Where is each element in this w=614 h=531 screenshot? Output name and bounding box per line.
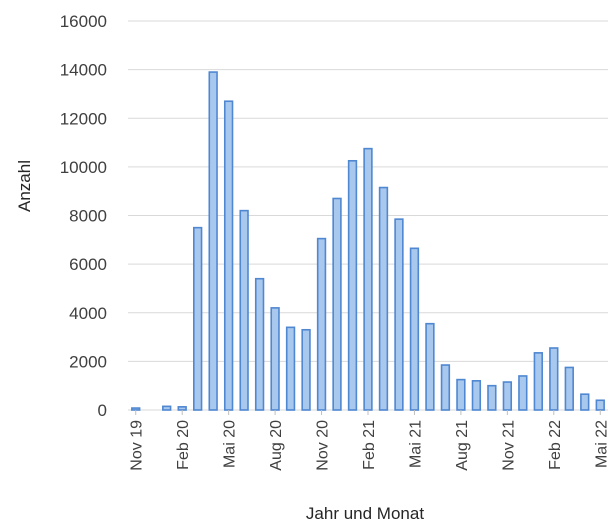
bar xyxy=(177,406,187,411)
bar xyxy=(363,147,373,411)
x-tick-label: Nov 19 xyxy=(129,420,146,471)
bar xyxy=(394,218,404,411)
bar xyxy=(193,226,203,411)
y-tick-label: 0 xyxy=(98,401,107,420)
bar xyxy=(131,407,141,411)
bar xyxy=(595,399,605,411)
x-tick-label: Feb 20 xyxy=(175,420,192,470)
bar xyxy=(425,322,435,411)
y-tick-label: 4000 xyxy=(69,304,107,323)
y-tick-label: 6000 xyxy=(69,255,107,274)
y-tick-label: 2000 xyxy=(69,352,107,371)
bar xyxy=(223,100,234,411)
x-tick-label: Feb 22 xyxy=(547,420,564,470)
bar xyxy=(440,364,451,411)
y-tick-label: 12000 xyxy=(60,109,107,128)
bar xyxy=(580,393,590,411)
bar xyxy=(332,197,342,411)
bar xyxy=(254,277,265,411)
bar xyxy=(316,237,327,411)
bar xyxy=(239,209,249,411)
x-tick-label: Aug 21 xyxy=(454,420,471,471)
bar xyxy=(285,326,296,411)
x-tick-label: Nov 21 xyxy=(500,420,517,471)
bar xyxy=(533,352,543,411)
bar xyxy=(502,381,513,411)
bar xyxy=(409,247,420,411)
bar xyxy=(270,307,280,411)
x-tick-label: Feb 21 xyxy=(361,420,378,470)
y-axis-tick-labels: 0 2000 4000 6000 8000 10000 12000 14000 16000 xyxy=(60,12,107,420)
bar xyxy=(378,186,389,411)
bar xyxy=(471,380,482,411)
bar xyxy=(564,366,574,411)
y-tick-label: 14000 xyxy=(60,61,107,80)
x-tick-label: Aug 20 xyxy=(268,420,285,471)
x-tick-label: Mai 21 xyxy=(407,420,424,468)
x-axis-tick-labels: Nov 19 Feb 20 Mai 20 Aug 20 Nov 20 Feb 21 Mai … xyxy=(129,410,610,471)
y-tick-label: 16000 xyxy=(60,12,107,31)
x-tick-label: Mai 22 xyxy=(593,420,610,468)
x-tick-label: Nov 20 xyxy=(315,420,332,471)
x-tick-label: Mai 20 xyxy=(222,420,239,468)
x-axis-title: Jahr und Monat xyxy=(306,504,424,523)
bar xyxy=(208,71,218,411)
y-axis-title: Anzahl xyxy=(15,160,34,212)
bars xyxy=(131,71,605,411)
bar xyxy=(301,328,311,411)
bar xyxy=(347,159,358,411)
bar xyxy=(549,347,559,411)
bar xyxy=(456,378,466,411)
y-tick-label: 10000 xyxy=(60,158,107,177)
bar xyxy=(487,384,497,411)
bar xyxy=(518,375,528,411)
bar xyxy=(162,405,172,411)
y-tick-label: 8000 xyxy=(69,207,107,226)
